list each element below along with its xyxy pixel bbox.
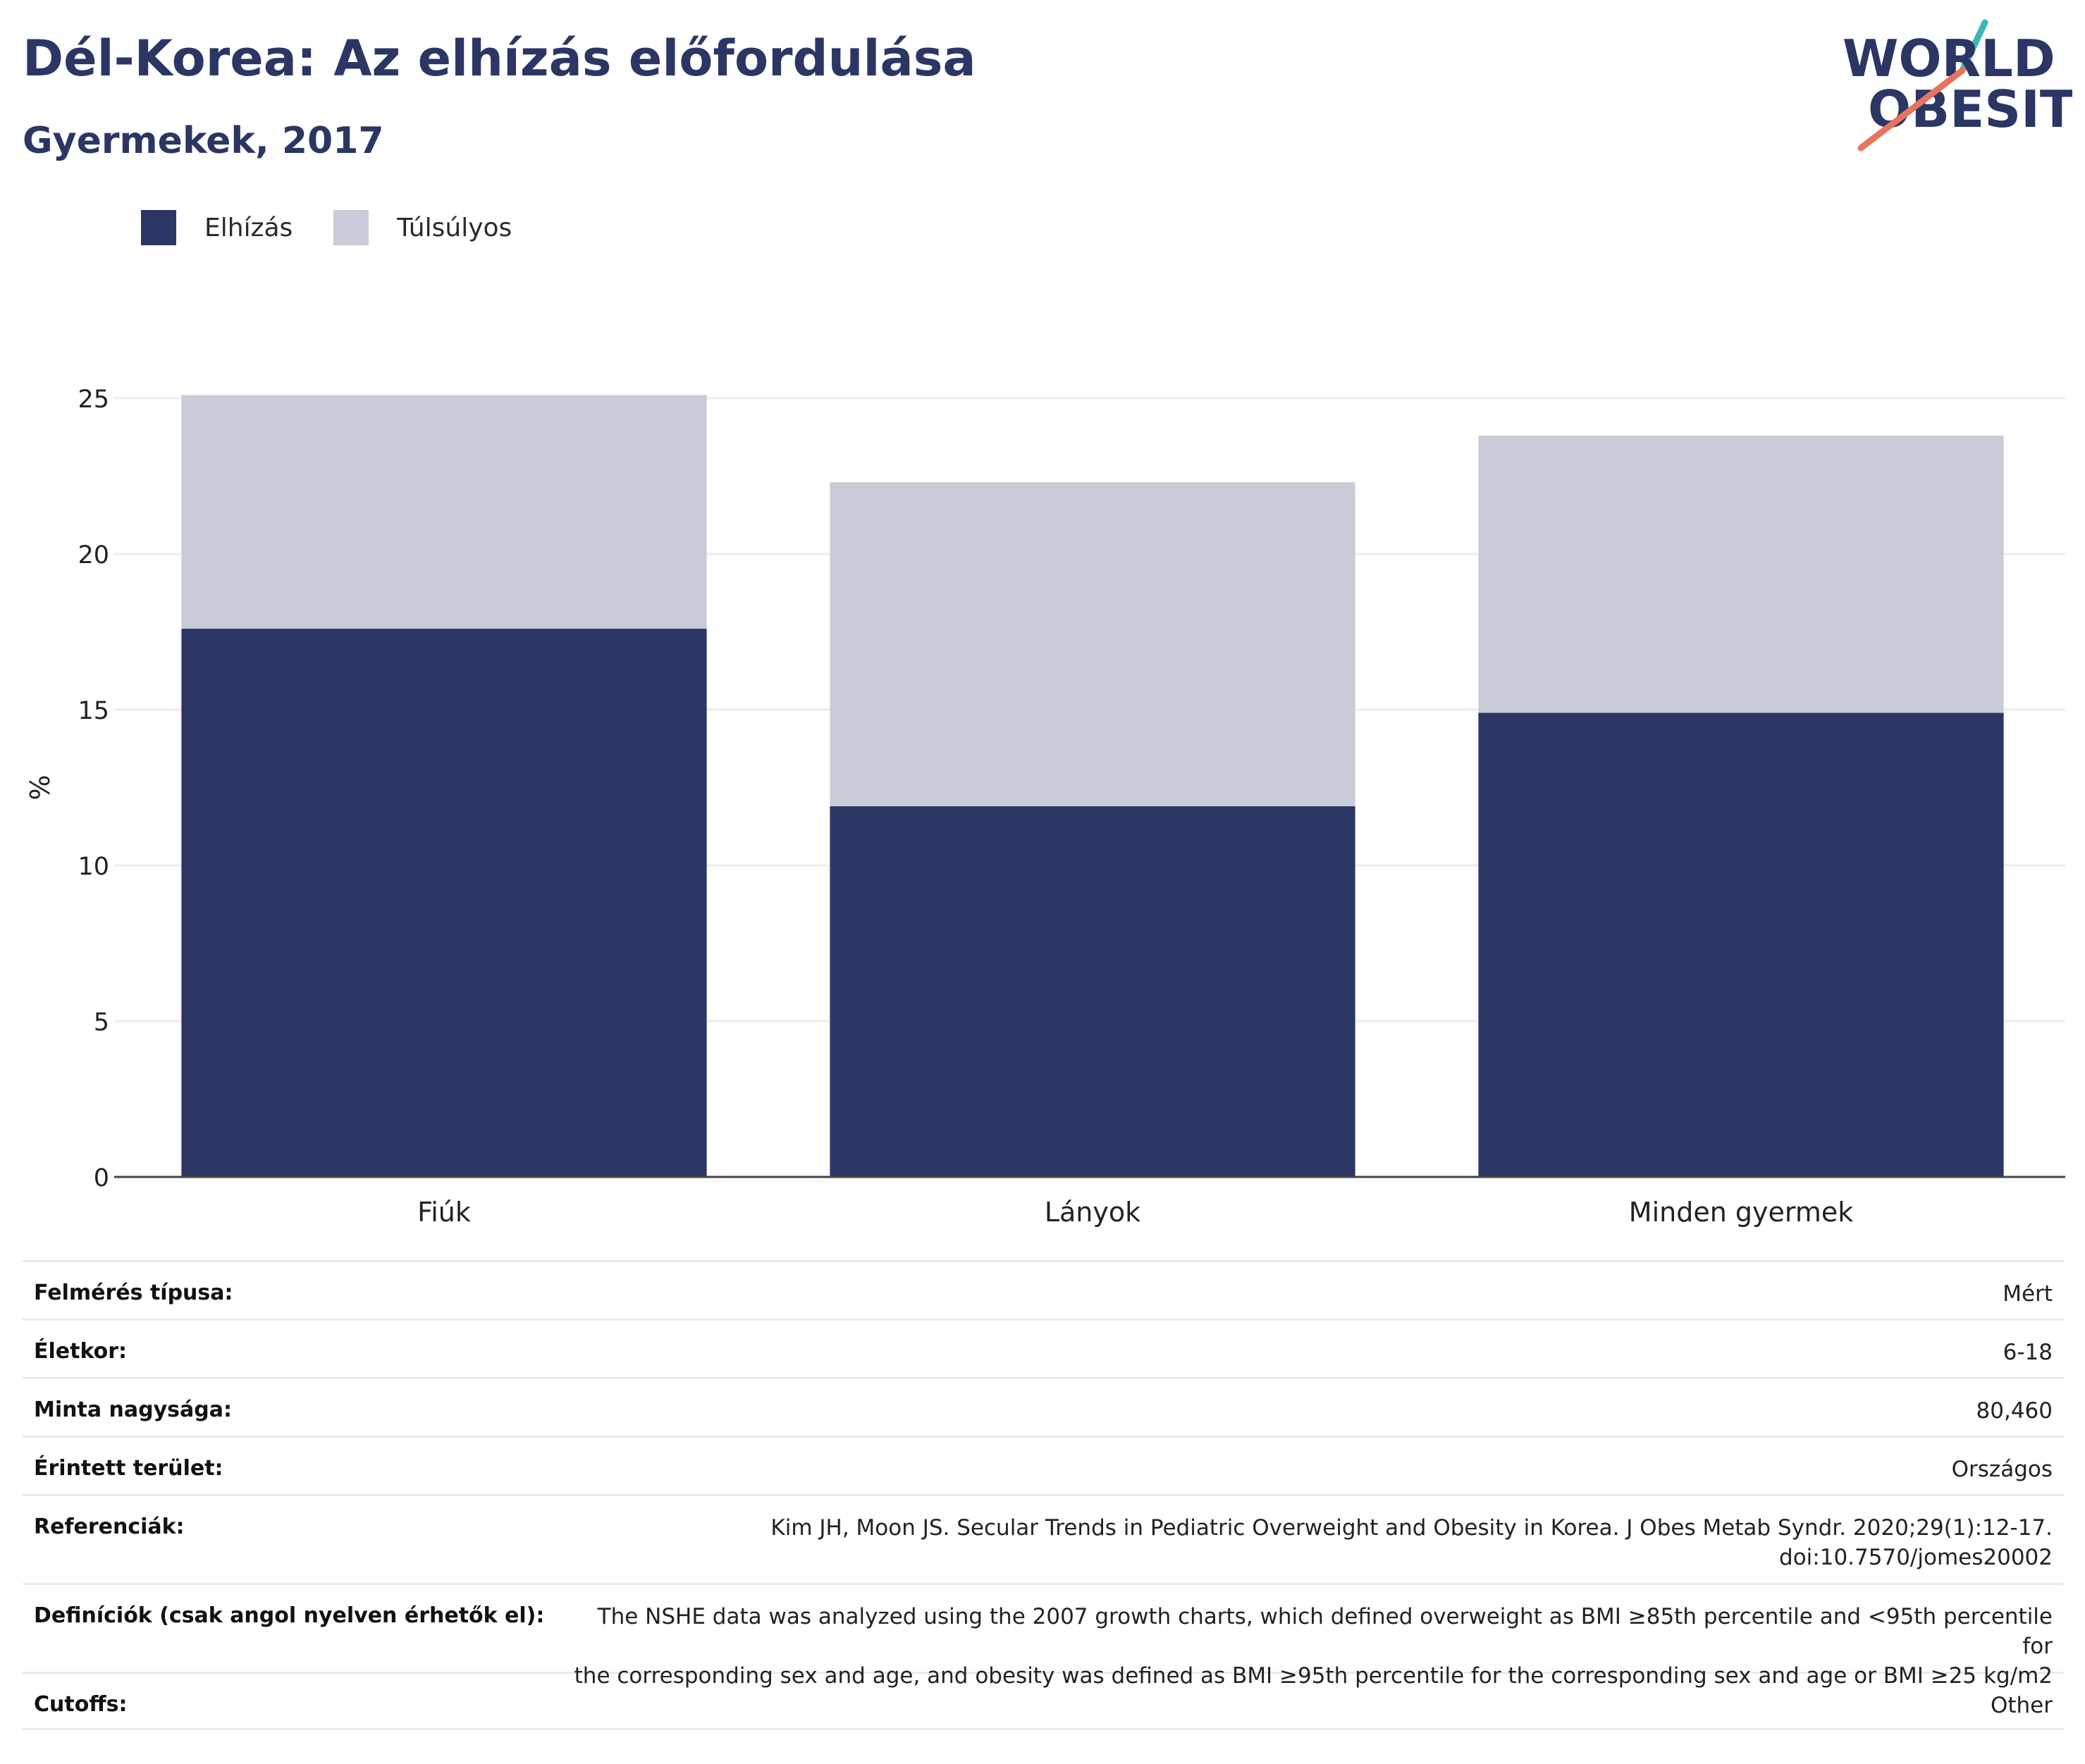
details-label: Minta nagysága: <box>34 1398 232 1422</box>
legend-swatch-obesity <box>141 210 176 245</box>
chart-title: Dél-Korea: Az elhízás előfordulása <box>23 30 976 87</box>
legend-item-overweight: Túlsúlyos <box>333 210 512 245</box>
details-label: Felmérés típusa: <box>34 1281 233 1305</box>
y-axis-title: % <box>25 775 56 800</box>
legend-label-obesity: Elhízás <box>204 213 293 242</box>
bar-overweight <box>181 395 707 629</box>
bar-obesity <box>181 629 707 1177</box>
x-tick-label: Fiúk <box>417 1197 471 1228</box>
chart-subtitle: Gyermekek, 2017 <box>23 120 384 162</box>
definition-line-2: the corresponding sex and age, and obesi… <box>574 1663 2053 1689</box>
details-value: Other <box>1990 1693 2053 1718</box>
legend-item-obesity: Elhízás <box>141 210 293 245</box>
details-row-definitions: Definíciók (csak angol nyelven érhetők e… <box>23 1583 2064 1689</box>
y-tick-label: 25 <box>78 386 109 414</box>
details-value: Mért <box>2003 1281 2053 1307</box>
details-label: Definíciók (csak angol nyelven érhetők e… <box>34 1603 545 1628</box>
bar-overweight <box>1478 436 2004 713</box>
y-tick-label: 10 <box>78 853 109 881</box>
details-label: Referenciák: <box>34 1515 185 1539</box>
details-value: The NSHE data was analyzed using the 200… <box>565 1602 2053 1691</box>
details-row-cutoffs: Cutoffs: Other <box>23 1672 2064 1730</box>
details-row-sample-size: Minta nagysága: 80,460 <box>23 1377 2064 1436</box>
bar-obesity <box>1478 713 2004 1177</box>
reference-line-1: Kim JH, Moon JS. Secular Trends in Pedia… <box>770 1515 2053 1541</box>
legend-label-overweight: Túlsúlyos <box>397 213 512 242</box>
logo-text-obesity: OBESITY <box>1868 80 2072 139</box>
details-table: Felmérés típusa: Mért Életkor: 6-18 Mint… <box>23 1260 2064 1730</box>
details-row-references: Referenciák: Kim JH, Moon JS. Secular Tr… <box>23 1494 2064 1583</box>
world-obesity-logo: WORLD OBESITY <box>1833 14 2085 155</box>
details-label: Érintett terület: <box>34 1456 223 1481</box>
y-tick-label: 5 <box>94 1009 109 1037</box>
details-value: Országos <box>1951 1457 2053 1482</box>
details-value: Kim JH, Moon JS. Secular Trends in Pedia… <box>770 1513 2053 1572</box>
legend-swatch-overweight <box>333 210 369 245</box>
bar-overweight <box>830 482 1355 807</box>
y-tick-label: 20 <box>78 541 109 569</box>
y-tick-label: 15 <box>78 697 109 725</box>
x-tick-label: Lányok <box>1045 1197 1140 1228</box>
chart-legend: Elhízás Túlsúlyos <box>141 209 553 247</box>
details-label: Cutoffs: <box>34 1692 128 1717</box>
bar-obesity <box>830 806 1355 1177</box>
details-value: 6-18 <box>2003 1340 2053 1365</box>
stacked-bar-chart: 0 5 10 15 20 25% Fiúk Lányok Minden gyermek <box>25 386 2065 1228</box>
definition-line-1: The NSHE data was analyzed using the 200… <box>597 1604 2053 1659</box>
x-tick-label: Minden gyermek <box>1629 1197 1853 1228</box>
details-value: 80,460 <box>1976 1398 2053 1424</box>
details-row-survey-type: Felmérés típusa: Mért <box>23 1260 2064 1319</box>
details-label: Életkor: <box>34 1339 128 1364</box>
details-row-age: Életkor: 6-18 <box>23 1319 2064 1377</box>
reference-line-2: doi:10.7570/jomes20002 <box>1779 1545 2053 1570</box>
details-row-area: Érintett terület: Országos <box>23 1436 2064 1494</box>
y-tick-label: 0 <box>94 1164 109 1192</box>
